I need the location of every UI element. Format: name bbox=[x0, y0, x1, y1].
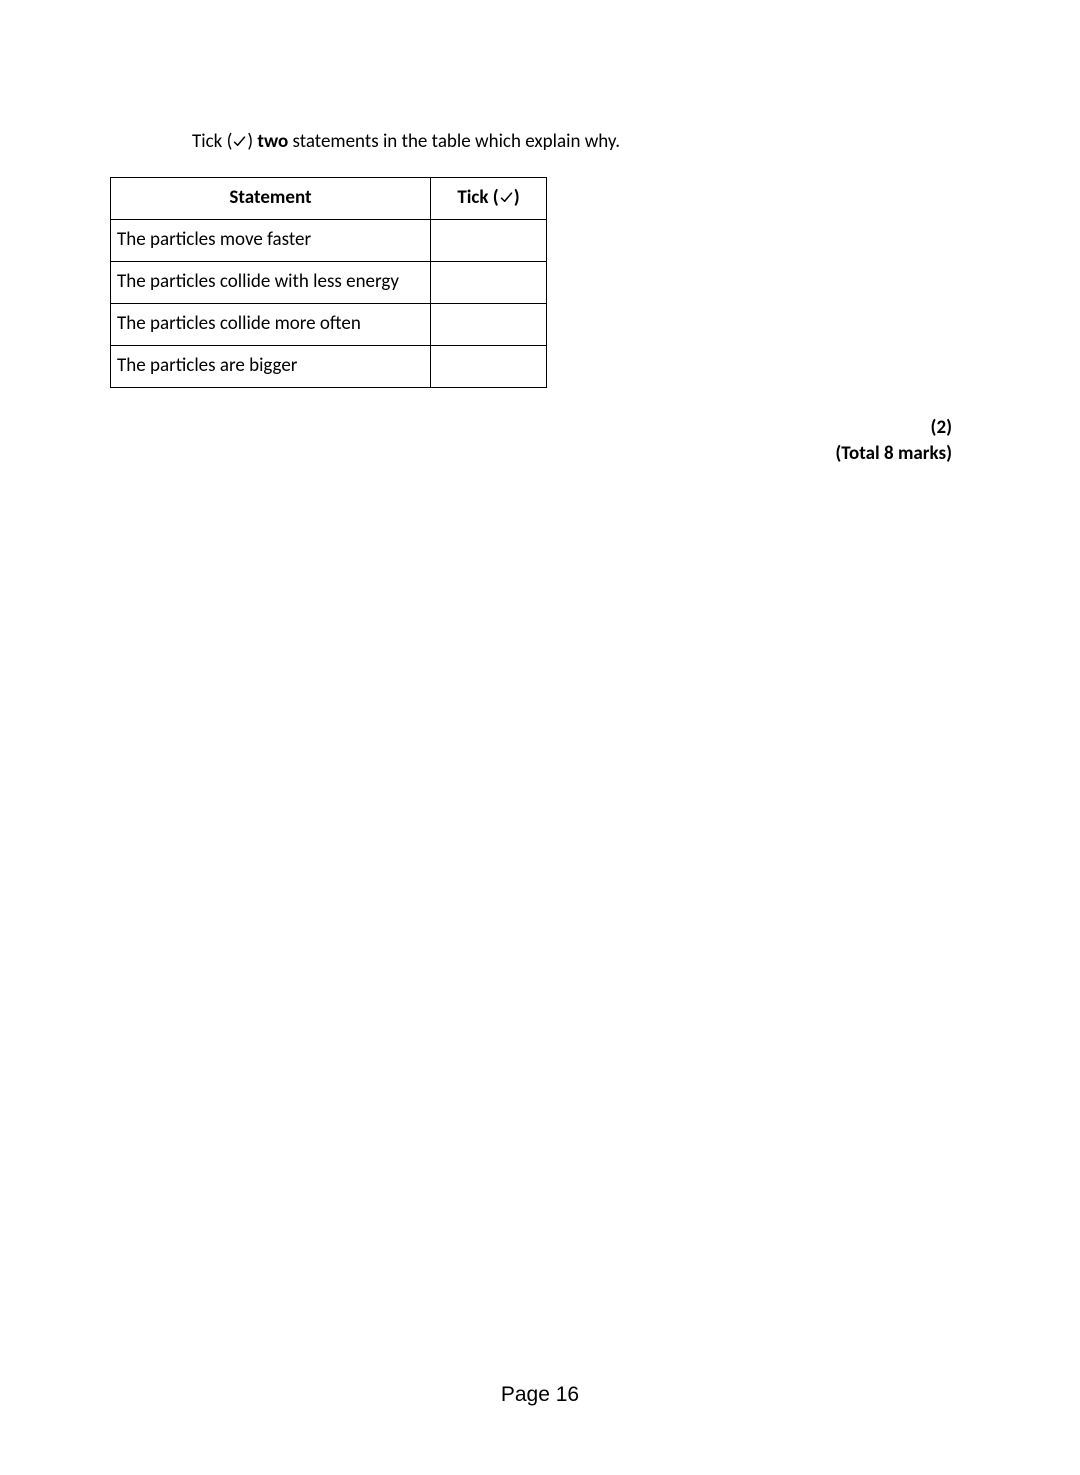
header-tick-suffix: ) bbox=[514, 186, 520, 209]
tick-cell[interactable] bbox=[431, 303, 547, 345]
header-tick: Tick () bbox=[431, 177, 547, 219]
tick-icon bbox=[499, 190, 514, 205]
tick-icon bbox=[232, 134, 247, 149]
instruction-suffix: statements in the table which explain wh… bbox=[288, 130, 620, 153]
marks-part: (2) bbox=[835, 415, 952, 441]
page-number-label: Page 16 bbox=[501, 1383, 579, 1406]
table-row: The particles collide more often bbox=[111, 303, 547, 345]
marks-block: (2) (Total 8 marks) bbox=[835, 415, 952, 466]
tick-cell[interactable] bbox=[431, 219, 547, 261]
statement-cell: The particles collide more often bbox=[111, 303, 431, 345]
instruction-after-tick: ) bbox=[247, 130, 257, 153]
tick-cell[interactable] bbox=[431, 345, 547, 387]
table-row: The particles collide with less energy bbox=[111, 261, 547, 303]
statements-table: Statement Tick () The particles move fas… bbox=[110, 177, 547, 388]
page-container: Tick () two statements in the table whic… bbox=[0, 0, 1080, 1475]
statement-cell: The particles move faster bbox=[111, 219, 431, 261]
table-row: The particles move faster bbox=[111, 219, 547, 261]
marks-total: (Total 8 marks) bbox=[835, 441, 952, 467]
instruction-bold: two bbox=[257, 130, 288, 153]
tick-cell[interactable] bbox=[431, 261, 547, 303]
header-tick-prefix: Tick ( bbox=[457, 186, 498, 209]
page-footer: Page 16 bbox=[0, 1383, 1080, 1407]
table-header-row: Statement Tick () bbox=[111, 177, 547, 219]
table-row: The particles are bigger bbox=[111, 345, 547, 387]
instruction-line: Tick () two statements in the table whic… bbox=[192, 130, 970, 155]
header-statement: Statement bbox=[111, 177, 431, 219]
statement-cell: The particles collide with less energy bbox=[111, 261, 431, 303]
statement-cell: The particles are bigger bbox=[111, 345, 431, 387]
instruction-prefix: Tick ( bbox=[192, 130, 232, 153]
